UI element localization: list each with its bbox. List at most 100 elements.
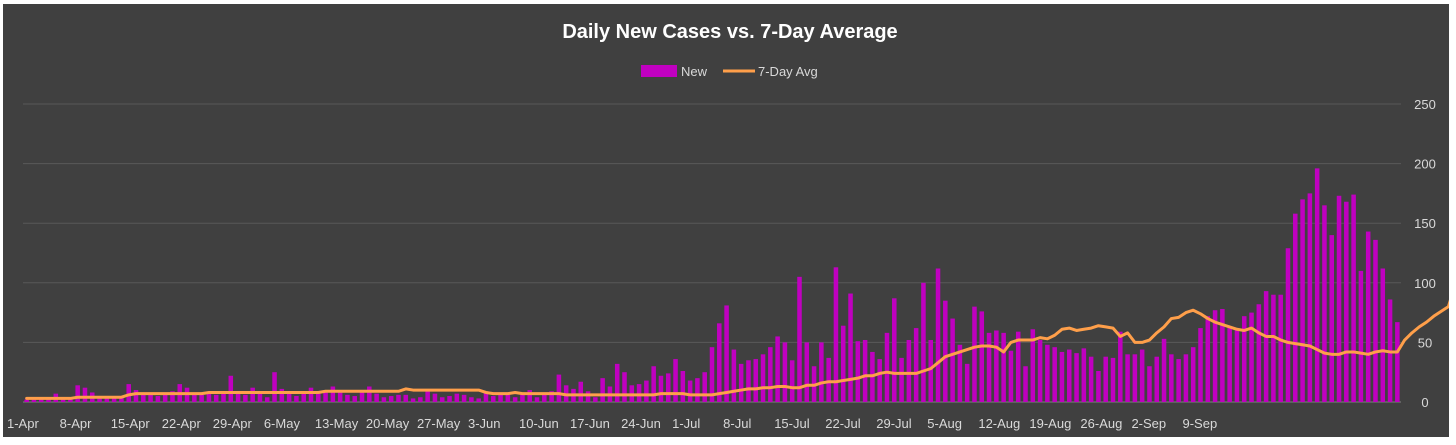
- bar-new: [1030, 329, 1036, 402]
- bar-new: [1322, 205, 1327, 402]
- bar-new: [243, 394, 248, 402]
- bar-new: [1365, 231, 1371, 402]
- bar-new: [1023, 366, 1028, 402]
- bar-new: [206, 393, 212, 402]
- bar-new: [578, 381, 584, 402]
- bar-new: [257, 392, 263, 402]
- bar-new: [221, 391, 226, 402]
- bar-new: [775, 336, 780, 402]
- x-tick-label: 22-Apr: [162, 416, 202, 431]
- bar-new: [1059, 351, 1065, 402]
- bar-new: [301, 393, 306, 402]
- bar-new: [330, 386, 336, 402]
- x-tick-label: 19-Aug: [1029, 416, 1071, 431]
- bar-new: [1220, 309, 1225, 402]
- bar-new: [644, 380, 649, 402]
- bar-new: [921, 282, 926, 402]
- y-tick-label: 0: [1421, 395, 1428, 410]
- bar-new: [1008, 350, 1014, 402]
- bar-new: [542, 394, 547, 402]
- bar-new: [286, 393, 292, 402]
- chart-area: Daily New Cases vs. 7-Day Average New 7-…: [3, 4, 1449, 437]
- x-tick-label: 8-Jul: [723, 416, 751, 431]
- bar-new: [491, 396, 496, 402]
- bar-new: [1373, 239, 1378, 402]
- bar-new: [1103, 356, 1108, 402]
- bar-new: [1293, 213, 1298, 402]
- bar-new: [1001, 332, 1006, 402]
- bar-new: [469, 397, 474, 402]
- bar-new: [636, 384, 642, 402]
- bar-new: [1212, 310, 1218, 402]
- bar-new: [1263, 291, 1269, 402]
- bar-new: [556, 374, 562, 402]
- bar-new: [1351, 194, 1356, 402]
- bar-new: [235, 392, 241, 402]
- bar-new: [673, 359, 678, 402]
- y-tick-label: 150: [1414, 216, 1436, 231]
- bar-new: [789, 360, 795, 402]
- chart-svg: Daily New Cases vs. 7-Day Average New 7-…: [7, 21, 1449, 431]
- bar-new: [593, 397, 598, 402]
- bar-new: [658, 375, 664, 402]
- bar-new: [906, 340, 912, 402]
- x-tick-label: 26-Aug: [1080, 416, 1122, 431]
- bar-new: [345, 394, 350, 402]
- bar-new: [614, 363, 620, 402]
- bar-new: [957, 344, 963, 402]
- x-tick-label: 15-Jul: [774, 416, 810, 431]
- bar-new: [848, 293, 853, 402]
- bar-new: [1081, 348, 1087, 402]
- bar-new: [250, 387, 255, 402]
- x-tick-label: 10-Jun: [519, 416, 559, 431]
- bar-new: [950, 318, 955, 402]
- bar-new: [520, 393, 525, 402]
- bar-new: [403, 394, 409, 402]
- bar-new: [170, 391, 175, 402]
- bar-new: [367, 386, 372, 402]
- bar-new: [986, 332, 992, 402]
- bar-new: [1241, 316, 1247, 402]
- bar-new: [425, 390, 430, 402]
- bar-new: [1183, 354, 1189, 402]
- y-tick-label: 200: [1414, 157, 1436, 172]
- bar-new: [192, 392, 197, 402]
- bar-new: [264, 397, 270, 402]
- x-axis-ticks: 1-Apr 8-Apr 15-Apr 22-Apr 29-Apr 6-May 13-May 2…: [7, 416, 1217, 431]
- bar-new: [461, 394, 467, 402]
- bar-new: [352, 396, 358, 402]
- x-tick-label: 1-Jul: [672, 416, 700, 431]
- legend-new-label: New: [681, 64, 708, 79]
- x-tick-label: 27-May: [417, 416, 461, 431]
- bar-new: [724, 305, 729, 402]
- bar-new: [1125, 354, 1130, 402]
- bar-new: [148, 394, 153, 402]
- bar-series-new: [24, 168, 1400, 402]
- bar-new: [585, 391, 591, 402]
- bar-new: [60, 398, 66, 402]
- bar-new: [935, 268, 941, 402]
- y-tick-label: 250: [1414, 97, 1436, 112]
- bar-new: [819, 342, 824, 402]
- x-tick-label: 22-Jul: [825, 416, 861, 431]
- bar-new: [840, 325, 846, 402]
- bar-new: [665, 373, 671, 402]
- x-tick-label: 3-Jun: [468, 416, 501, 431]
- bar-new: [1132, 354, 1138, 402]
- x-tick-label: 24-Jun: [621, 416, 661, 431]
- bar-new: [75, 385, 80, 402]
- bar-new: [1344, 201, 1349, 402]
- bar-new: [782, 342, 788, 402]
- bar-new: [1300, 199, 1305, 402]
- bar-new: [964, 363, 970, 402]
- y-tick-label: 100: [1414, 276, 1436, 291]
- bar-new: [1147, 366, 1152, 402]
- bar-new: [1176, 359, 1181, 402]
- x-tick-label: 17-Jun: [570, 416, 610, 431]
- bar-new: [1110, 357, 1116, 402]
- bar-new: [943, 300, 948, 402]
- bar-new: [447, 396, 452, 402]
- bar-new: [913, 328, 919, 402]
- line-series-7day-avg: [25, 299, 1449, 400]
